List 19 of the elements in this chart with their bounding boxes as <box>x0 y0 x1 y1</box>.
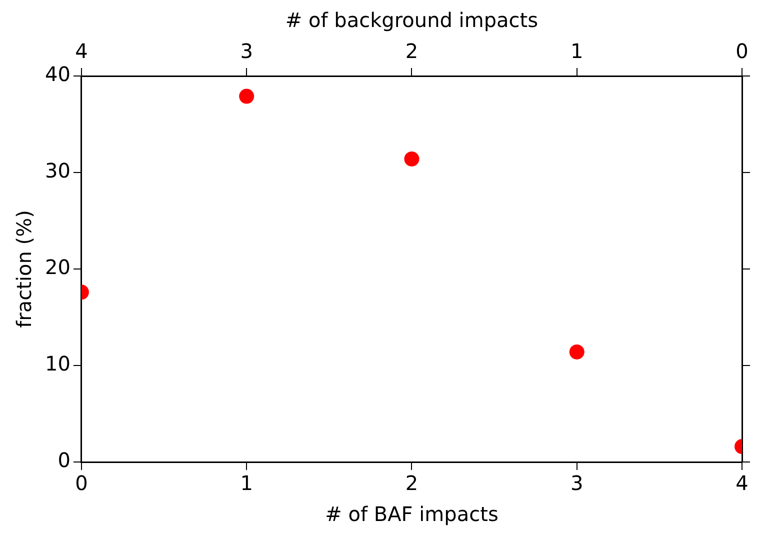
x-tick-label: 0 <box>75 471 88 496</box>
x-tick-label: 3 <box>570 471 584 496</box>
y-tick-label: 10 <box>44 352 70 376</box>
y-axis-title: fraction (%) <box>12 210 36 328</box>
x2-tick-label: 2 <box>405 39 418 64</box>
y-tick-label: 20 <box>44 255 70 280</box>
x2-tick-label: 1 <box>570 39 584 64</box>
x-tick-label: 1 <box>240 471 253 496</box>
x2-tick-label: 3 <box>240 39 253 64</box>
x-tick-label: 4 <box>736 471 748 496</box>
y-tick-label: 30 <box>44 158 70 183</box>
x-axis-title: # of BAF impacts <box>325 502 498 526</box>
point <box>404 151 420 166</box>
y-tick-label: 0 <box>58 448 70 472</box>
x2-tick-label: 4 <box>75 39 88 64</box>
x2-axis-title: # of background impacts <box>285 8 538 32</box>
x2-tick-label: 0 <box>736 39 748 64</box>
x-tick-label: 2 <box>405 471 418 496</box>
y-tick-label: 40 <box>44 62 70 86</box>
